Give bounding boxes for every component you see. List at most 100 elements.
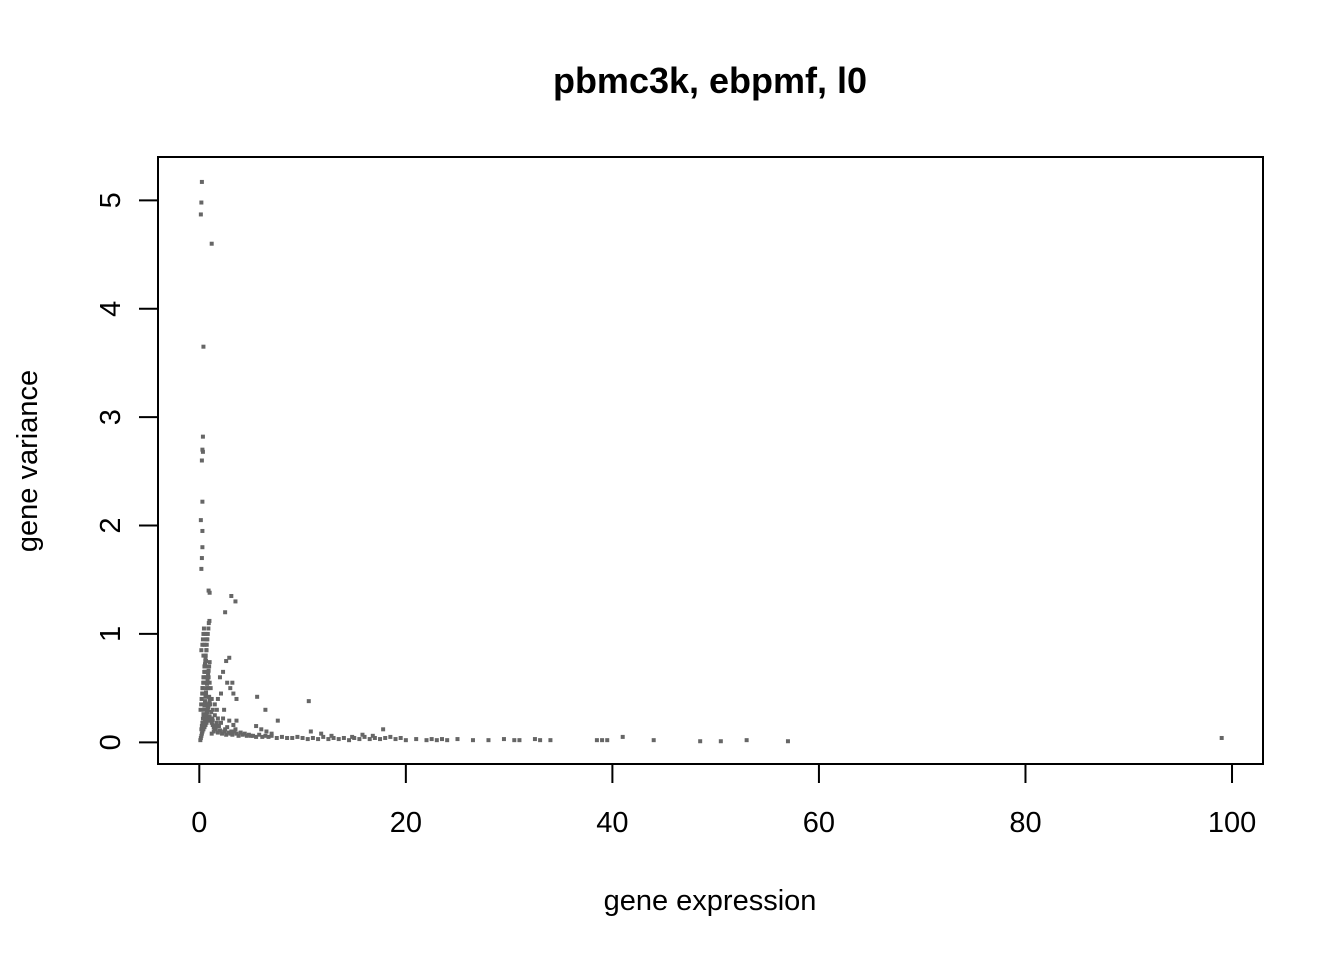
data-point xyxy=(206,673,211,678)
data-point xyxy=(210,722,215,727)
data-point xyxy=(210,716,215,721)
data-point xyxy=(205,680,210,685)
data-point xyxy=(275,718,280,723)
data-point xyxy=(206,626,211,631)
data-point xyxy=(341,735,346,740)
data-point xyxy=(718,739,723,744)
data-point xyxy=(319,731,324,736)
data-point xyxy=(230,680,235,685)
data-point xyxy=(200,637,205,642)
data-point xyxy=(393,737,398,742)
data-point xyxy=(251,733,256,738)
data-point xyxy=(206,675,211,680)
data-point xyxy=(233,727,238,732)
data-point xyxy=(229,729,234,734)
data-point xyxy=(222,707,227,712)
data-point xyxy=(203,655,208,660)
data-point xyxy=(257,732,262,737)
data-point xyxy=(227,655,232,660)
data-point xyxy=(226,730,231,735)
data-point xyxy=(381,727,386,732)
data-point xyxy=(210,707,215,712)
data-point xyxy=(244,733,249,738)
data-point xyxy=(203,653,208,658)
data-point xyxy=(209,731,214,736)
data-point xyxy=(204,648,209,653)
data-point xyxy=(274,735,279,740)
data-point xyxy=(242,731,247,736)
data-point xyxy=(199,458,204,463)
data-point xyxy=(200,449,205,454)
data-point xyxy=(439,737,444,742)
data-point xyxy=(200,434,205,439)
data-point xyxy=(200,720,205,725)
data-point xyxy=(204,675,209,680)
data-point xyxy=(201,631,206,636)
data-point xyxy=(538,738,543,743)
data-point xyxy=(321,734,326,739)
data-point xyxy=(202,662,207,667)
data-point xyxy=(238,730,243,735)
x-axis-label: gene expression xyxy=(604,885,817,917)
data-point xyxy=(269,733,274,738)
data-point xyxy=(347,738,352,743)
x-tick-label: 20 xyxy=(390,807,422,839)
data-point xyxy=(698,739,703,744)
data-point xyxy=(248,733,253,738)
data-point xyxy=(204,637,209,642)
data-point xyxy=(200,686,205,691)
data-point xyxy=(214,707,219,712)
data-point xyxy=(424,738,429,743)
data-point xyxy=(429,737,434,742)
data-point xyxy=(199,696,204,701)
data-point xyxy=(594,738,599,743)
data-point xyxy=(205,709,210,714)
data-point xyxy=(217,728,222,733)
data-point xyxy=(223,610,228,615)
data-point xyxy=(310,735,315,740)
data-point xyxy=(206,702,211,707)
data-point xyxy=(227,718,232,723)
data-point xyxy=(201,653,206,658)
data-point xyxy=(207,699,212,704)
data-point xyxy=(246,732,251,737)
y-tick-label: 3 xyxy=(95,409,127,425)
data-point xyxy=(205,707,210,712)
data-point xyxy=(367,737,372,742)
data-point xyxy=(785,739,790,744)
data-point xyxy=(501,737,506,742)
data-point xyxy=(331,735,336,740)
data-point xyxy=(207,714,212,719)
plot-frame xyxy=(157,156,1264,765)
data-point xyxy=(202,702,207,707)
data-point xyxy=(223,727,228,732)
data-point xyxy=(198,707,203,712)
data-point xyxy=(212,713,217,718)
data-point xyxy=(215,730,220,735)
data-point xyxy=(212,702,217,707)
data-point xyxy=(254,724,259,729)
data-point xyxy=(350,734,355,739)
data-point xyxy=(269,731,274,736)
data-point xyxy=(207,590,212,595)
data-point xyxy=(370,733,375,738)
data-point xyxy=(199,179,204,184)
x-tick-label: 60 xyxy=(803,807,835,839)
data-point xyxy=(201,675,206,680)
data-points xyxy=(198,179,1224,744)
data-point xyxy=(651,738,656,743)
y-tick-label: 4 xyxy=(95,301,127,317)
data-point xyxy=(218,720,223,725)
data-point xyxy=(403,738,408,743)
data-point xyxy=(230,732,235,737)
data-point xyxy=(207,680,212,685)
data-point xyxy=(285,735,290,740)
data-point xyxy=(548,738,553,743)
data-point xyxy=(204,642,209,647)
data-point xyxy=(202,724,207,729)
data-point xyxy=(207,694,212,699)
data-point xyxy=(199,702,204,707)
data-point xyxy=(306,699,311,704)
data-point xyxy=(203,718,208,723)
